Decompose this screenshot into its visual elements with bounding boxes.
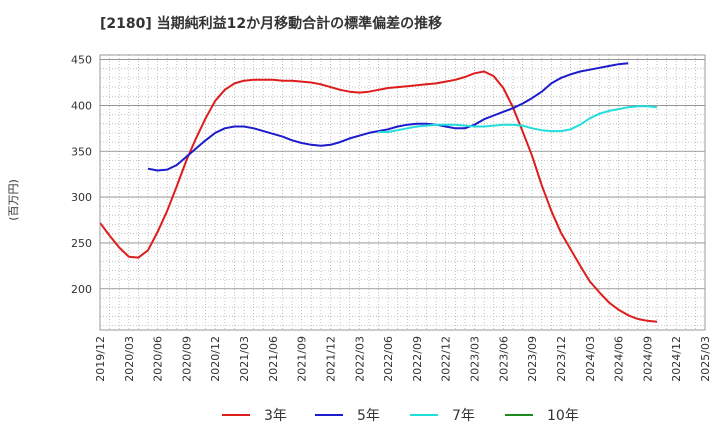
x-tick-label: 2023/06	[497, 336, 510, 382]
series-line-7年	[378, 105, 658, 133]
plot-frame	[99, 54, 706, 331]
x-tick-label: 2023/03	[469, 336, 482, 382]
x-tick-label: 2024/12	[670, 336, 683, 382]
x-ticks: 2019/12 2020/03 2020/06 2020/09 2020/12 2021/…	[94, 336, 712, 382]
x-tick-label: 2022/06	[382, 336, 395, 382]
y-tick-label: 250	[71, 237, 92, 250]
y-ticks: 200 250 300 350 400 450	[71, 54, 92, 296]
series-lines	[99, 62, 658, 323]
x-tick-label: 2022/12	[440, 336, 453, 382]
y-tick-label: 200	[71, 283, 92, 296]
chart-title: [2180] 当期純利益12か月移動合計の標準偏差の推移	[100, 15, 442, 32]
x-tick-label: 2023/09	[526, 336, 539, 382]
x-tick-label: 2020/12	[209, 336, 222, 382]
x-tick-label: 2021/06	[267, 336, 280, 382]
y-tick-label: 400	[71, 99, 92, 112]
x-tick-label: 2021/09	[296, 336, 309, 382]
x-tick-label: 2023/12	[555, 336, 568, 382]
x-tick-label: 2022/09	[411, 336, 424, 382]
series-line-3年	[99, 70, 658, 323]
legend-label: 3年	[264, 408, 287, 424]
x-tick-label: 2021/12	[324, 336, 337, 382]
legend: 3年 5年 7年 10年	[222, 408, 579, 424]
x-tick-label: 2020/06	[152, 336, 165, 382]
x-tick-label: 2025/03	[699, 336, 712, 382]
x-tick-label: 2024/09	[641, 336, 654, 382]
legend-label: 5年	[357, 408, 380, 424]
grid	[99, 55, 706, 330]
x-tick-label: 2020/09	[180, 336, 193, 382]
x-tick-label: 2020/03	[123, 336, 136, 382]
y-tick-label: 450	[71, 54, 92, 67]
x-tick-label: 2024/03	[584, 336, 597, 382]
x-tick-label: 2019/12	[94, 336, 107, 382]
legend-label: 7年	[452, 408, 475, 424]
x-tick-label: 2024/06	[613, 336, 626, 382]
y-tick-label: 300	[71, 191, 92, 204]
y-tick-label: 350	[71, 145, 92, 158]
y-axis-label: (百万円)	[7, 179, 20, 221]
series-line-5年	[147, 62, 629, 172]
legend-label: 10年	[547, 408, 579, 424]
x-tick-label: 2021/03	[238, 336, 251, 382]
x-tick-label: 2022/03	[353, 336, 366, 382]
